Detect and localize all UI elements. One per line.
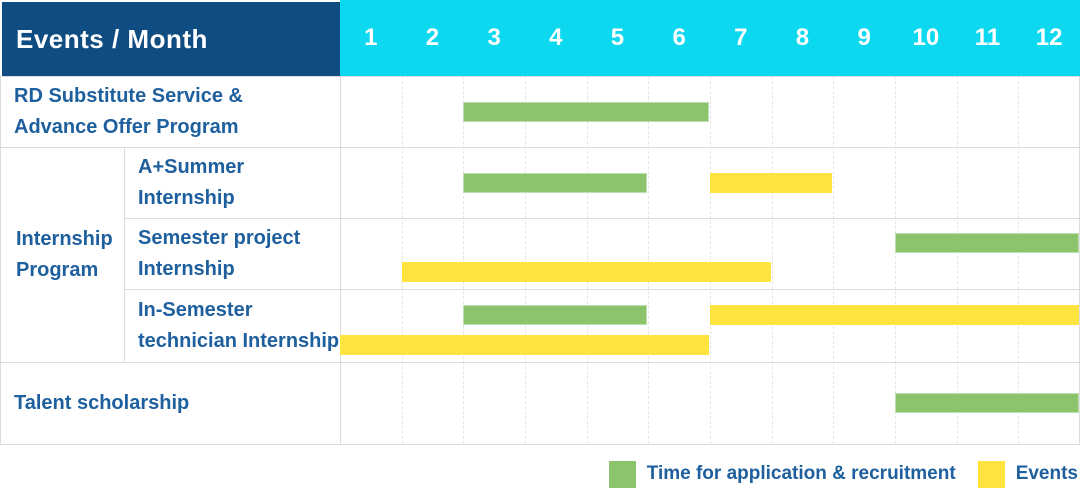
grid-hline xyxy=(0,76,1080,77)
bar-event-m1-6 xyxy=(340,335,709,355)
label-line: Advance Offer Program xyxy=(14,115,239,138)
month-header-9: 9 xyxy=(857,24,871,51)
label-line: Program xyxy=(16,258,99,281)
label-line: In-Semester xyxy=(138,298,253,321)
month-header-11: 11 xyxy=(974,24,1001,51)
label-line: Semester project xyxy=(138,226,301,249)
legend: Time for application & recruitment Event… xyxy=(608,459,1078,489)
grid-hline xyxy=(0,362,1080,363)
legend-label-events: Events xyxy=(1015,463,1078,484)
group-label-internship-program: Internship Program xyxy=(16,147,113,362)
label-line: A+Summer xyxy=(138,155,245,178)
month-header-12: 12 xyxy=(1035,24,1063,51)
grid-vline xyxy=(710,76,711,444)
label-line: Internship xyxy=(138,186,235,209)
grid-vline xyxy=(525,76,526,444)
grid-vline xyxy=(895,76,896,444)
month-header-5: 5 xyxy=(610,24,625,51)
bar-application-m3-6 xyxy=(463,102,709,122)
month-header-1: 1 xyxy=(364,24,378,51)
month-header-10: 10 xyxy=(912,24,940,51)
month-header-7: 7 xyxy=(734,24,748,51)
row-label-3: In-Semester technician Internship xyxy=(138,289,339,362)
table-header-cell: Events / Month xyxy=(2,2,340,76)
grid-vline xyxy=(957,76,958,444)
grid-vline xyxy=(1018,76,1019,444)
row-label-4: Talent scholarship xyxy=(14,362,189,444)
grid-hline xyxy=(0,444,1080,445)
grid-vline xyxy=(648,76,649,444)
page-title: Events / Month xyxy=(16,23,208,54)
bar-application-m10-12 xyxy=(895,393,1079,413)
grid-vline xyxy=(0,76,1,444)
bar-event-m7-8 xyxy=(710,173,832,193)
legend-item-application: Time for application & recruitment xyxy=(608,460,956,488)
month-header-2: 2 xyxy=(425,24,440,51)
month-header-8: 8 xyxy=(795,24,810,51)
label-line: Internship xyxy=(16,227,113,250)
bar-application-m3-5 xyxy=(463,305,647,325)
bar-application-m3-5 xyxy=(463,173,647,193)
bar-application-m10-12 xyxy=(895,233,1079,253)
month-header-6: 6 xyxy=(672,24,686,51)
month-header-3: 3 xyxy=(487,24,501,51)
month-header-4: 4 xyxy=(549,24,563,51)
grid-vline xyxy=(340,76,341,444)
row-label-1: A+Summer Internship xyxy=(138,147,244,218)
label-line: Internship xyxy=(138,257,235,280)
grid-vline xyxy=(833,76,834,444)
label-line: technician Internship xyxy=(138,329,340,352)
month-header-band xyxy=(340,0,1080,76)
application-swatch-icon xyxy=(608,460,636,488)
grid-vline xyxy=(124,147,125,362)
label-line: Talent scholarship xyxy=(14,391,190,414)
grid-hline xyxy=(124,289,1080,290)
grid-vline xyxy=(402,76,403,444)
bar-event-m7-12 xyxy=(710,305,1079,325)
grid-vline xyxy=(463,76,464,444)
grid-vline xyxy=(587,76,588,444)
events-swatch-icon xyxy=(977,460,1005,488)
label-line: RD Substitute Service & xyxy=(14,84,243,107)
legend-item-events: Events xyxy=(977,460,1078,488)
grid-vline xyxy=(772,76,773,444)
row-label-2: Semester project Internship xyxy=(138,218,300,289)
legend-label-application: Time for application & recruitment xyxy=(646,463,956,484)
grid-hline xyxy=(124,218,1080,219)
row-label-0: RD Substitute Service & Advance Offer Pro… xyxy=(14,76,243,147)
bar-event-m2-7 xyxy=(402,262,771,282)
grid-hline xyxy=(0,147,1080,148)
